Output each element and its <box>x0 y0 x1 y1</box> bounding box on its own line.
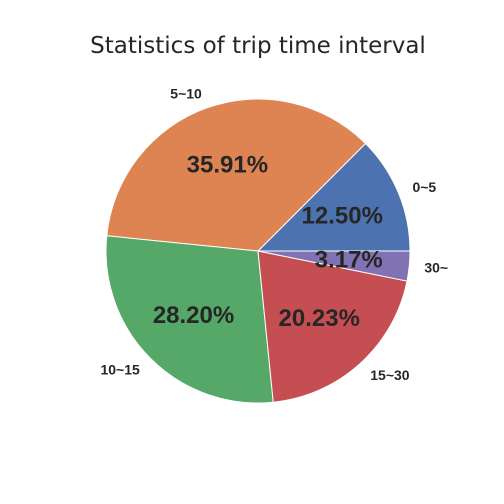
percent-label-0-5: 12.50% <box>302 203 383 230</box>
pie-slice-10-15 <box>105 235 274 404</box>
pie-slices <box>105 98 411 404</box>
pie-slice-15-30 <box>257 250 408 403</box>
category-label-30: 30~ <box>424 260 448 276</box>
percent-label-15-30: 20.23% <box>279 305 360 332</box>
percent-labels: 12.50% 35.91% 28.20% 20.23% 3.17% <box>153 152 383 332</box>
percent-label-10-15: 28.20% <box>153 302 234 329</box>
percent-label-5-10: 35.91% <box>187 152 268 179</box>
category-label-15-30: 15~30 <box>370 367 410 383</box>
pie-slice-5-10 <box>106 98 366 252</box>
chart-title: Statistics of trip time interval <box>90 33 426 59</box>
pie-slice-0-5 <box>257 143 411 252</box>
pie-slice-30 <box>257 250 411 282</box>
category-label-5-10: 5~10 <box>170 86 202 102</box>
category-labels: 0~5 5~10 10~15 15~30 30~ <box>100 86 448 383</box>
category-label-0-5: 0~5 <box>412 179 436 195</box>
category-label-10-15: 10~15 <box>100 361 140 377</box>
percent-label-30: 3.17% <box>315 247 383 274</box>
